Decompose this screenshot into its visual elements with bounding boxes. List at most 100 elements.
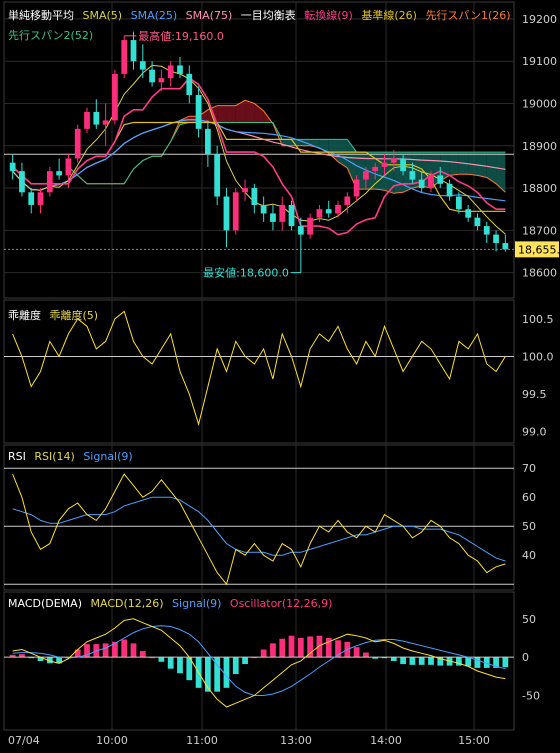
candle-body xyxy=(307,217,314,235)
legend-item: SMA(5) xyxy=(82,9,123,22)
candle-body xyxy=(381,162,388,167)
oscillator-bar xyxy=(400,657,406,665)
oscillator-bar xyxy=(270,643,276,658)
legend-item: 一目均衡表 xyxy=(240,9,296,22)
price-panel-legend-row2: 先行スパン2(52) xyxy=(8,27,98,43)
legend-item: SMA(75) xyxy=(185,9,233,22)
candle-body xyxy=(93,111,100,125)
x-tick-label: 11:00 xyxy=(186,734,218,747)
macd-panel-legend: MACD(DEMA) MACD(12,26) Signal(9) Oscilla… xyxy=(8,597,337,610)
ichimoku-cloud-segment xyxy=(477,152,487,178)
candle-body xyxy=(251,188,258,205)
oscillator-bar xyxy=(418,657,425,665)
oscillator-bar xyxy=(102,643,109,658)
oscillator-bar xyxy=(214,657,221,692)
candle-body xyxy=(112,73,118,121)
y-tick-label: 18800 xyxy=(522,182,557,195)
oscillator-bar xyxy=(130,643,137,658)
oscillator-bar xyxy=(474,657,481,668)
ichimoku-cloud-segment xyxy=(217,105,227,123)
candle-body xyxy=(372,166,379,172)
y-tick-label: 50 xyxy=(522,520,536,533)
ichimoku-cloud-segment xyxy=(468,152,478,176)
candle-body xyxy=(242,188,248,193)
ichimoku-cloud-segment xyxy=(338,139,348,168)
oscillator-bar xyxy=(316,635,323,658)
candle-body xyxy=(9,162,16,172)
y-tick-label: 60 xyxy=(522,491,536,504)
deviation-panel-legend: 乖離度 乖離度(5) xyxy=(8,307,103,323)
legend-item: Signal(9) xyxy=(83,450,133,463)
ichimoku-cloud-segment xyxy=(496,152,506,193)
oscillator-bar xyxy=(46,657,53,664)
legend-item: 先行スパン1(26) xyxy=(425,9,511,22)
candle-body xyxy=(344,196,351,205)
candle-body xyxy=(102,120,109,125)
oscillator-bar xyxy=(9,654,16,658)
panel-frame xyxy=(3,591,515,731)
candle-body xyxy=(418,179,425,189)
candle-body xyxy=(28,192,35,205)
candle-body xyxy=(37,192,44,205)
price-panel-legend: 単純移動平均 SMA(5) SMA(25) SMA(75) 一目均衡表 転換線(… xyxy=(8,7,516,23)
candle-body xyxy=(483,226,490,235)
y-tick-label: 19000 xyxy=(522,97,557,110)
x-tick-label: 15:00 xyxy=(458,734,490,747)
candle-body xyxy=(437,175,444,184)
oscillator-bar xyxy=(325,638,332,658)
candle-body xyxy=(502,243,509,250)
y-tick-label: -50 xyxy=(522,690,540,703)
deviation-line xyxy=(12,310,506,427)
candle-body xyxy=(409,171,416,180)
candle-body xyxy=(65,158,72,176)
y-tick-label: 19100 xyxy=(522,55,557,68)
x-tick-label: 14:00 xyxy=(370,734,402,747)
legend-item: 乖離度 xyxy=(8,309,41,322)
candle-body xyxy=(455,196,462,210)
ichimoku-cloud-segment xyxy=(245,100,255,123)
y-tick-label: 18700 xyxy=(522,224,557,237)
oscillator-bar xyxy=(363,652,369,658)
candle-body xyxy=(214,154,221,197)
legend-item: MACD(DEMA) xyxy=(8,597,82,610)
candle-body xyxy=(84,111,90,129)
candle-body xyxy=(195,95,202,129)
sma5-line xyxy=(12,64,506,235)
candle-body xyxy=(158,78,165,83)
ichimoku-cloud-segment xyxy=(282,139,292,146)
oscillator-bar xyxy=(167,657,174,669)
candle-body xyxy=(260,204,267,214)
oscillator-bar xyxy=(455,657,462,666)
oscillator-bar xyxy=(204,657,211,692)
oscillator-bar xyxy=(37,657,44,661)
y-tick-label: 40 xyxy=(522,549,536,562)
oscillator-bar xyxy=(372,657,379,659)
candle-body xyxy=(446,183,453,197)
candle-body xyxy=(232,192,239,231)
candle-body xyxy=(400,158,406,172)
oscillator-bar xyxy=(483,657,490,668)
y-tick-label: 100.0 xyxy=(522,350,554,363)
legend-item: 先行スパン2(52) xyxy=(8,29,94,42)
candle-body xyxy=(297,226,304,235)
ichimoku-cloud-segment xyxy=(235,100,246,123)
ichimoku-cloud-segment xyxy=(291,139,301,146)
macd-line xyxy=(12,618,506,708)
legend-item: 転換線(9) xyxy=(304,9,353,22)
panel-frame xyxy=(3,444,515,591)
y-tick-label: 19200 xyxy=(522,13,557,26)
y-tick-label: 18600 xyxy=(522,267,557,280)
oscillator-bar xyxy=(307,636,314,658)
oscillator-bar xyxy=(428,657,434,665)
candle-body xyxy=(363,171,369,180)
macd-signal-line xyxy=(12,625,506,696)
ichimoku-cloud-segment xyxy=(319,139,329,154)
candle-body xyxy=(465,209,472,218)
candle-body xyxy=(186,73,193,96)
candle-body xyxy=(474,217,481,227)
candle-body xyxy=(167,65,174,79)
legend-item: Signal(9) xyxy=(172,597,222,610)
legend-item: RSI(14) xyxy=(34,450,75,463)
candle-body xyxy=(353,179,360,197)
candle-body xyxy=(390,158,397,163)
